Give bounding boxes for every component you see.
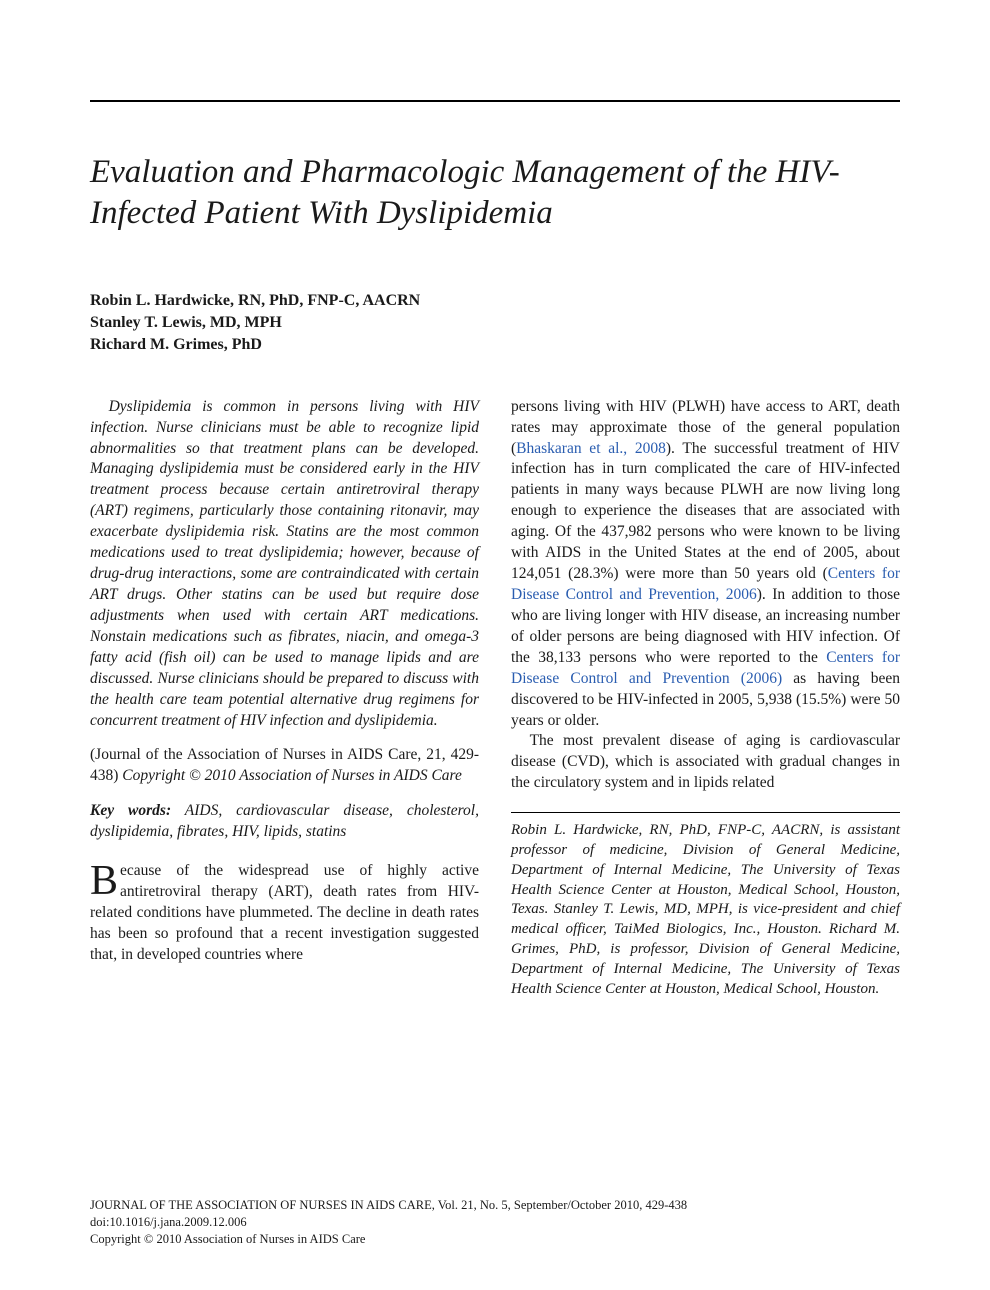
footer-journal-line: JOURNAL OF THE ASSOCIATION OF NURSES IN … bbox=[90, 1197, 900, 1214]
body-paragraph: Because of the widespread use of highly … bbox=[90, 861, 479, 966]
page-footer: JOURNAL OF THE ASSOCIATION OF NURSES IN … bbox=[90, 1197, 900, 1248]
body-text: ). The successful treatment of HIV infec… bbox=[511, 440, 900, 583]
article-title: Evaluation and Pharmacologic Management … bbox=[90, 152, 900, 235]
left-column: Dyslipidemia is common in persons living… bbox=[90, 397, 479, 1000]
author-bio: Robin L. Hardwicke, RN, PhD, FNP-C, AACR… bbox=[511, 812, 900, 999]
cite-suffix: Copyright © 2010 Association of Nurses i… bbox=[122, 767, 462, 784]
dropcap: B bbox=[90, 861, 120, 901]
author-line: Robin L. Hardwicke, RN, PhD, FNP-C, AACR… bbox=[90, 290, 900, 312]
body-paragraph: persons living with HIV (PLWH) have acce… bbox=[511, 397, 900, 732]
top-rule bbox=[90, 100, 900, 102]
footer-doi: doi:10.1016/j.jana.2009.12.006 bbox=[90, 1214, 900, 1231]
abstract: Dyslipidemia is common in persons living… bbox=[90, 397, 479, 732]
footer-copyright: Copyright © 2010 Association of Nurses i… bbox=[90, 1231, 900, 1248]
citation-link[interactable]: Bhaskaran et al., 2008 bbox=[516, 440, 666, 457]
two-column-layout: Dyslipidemia is common in persons living… bbox=[90, 397, 900, 1000]
journal-citation: (Journal of the Association of Nurses in… bbox=[90, 745, 479, 787]
keywords-label: Key words: bbox=[90, 802, 171, 819]
author-block: Robin L. Hardwicke, RN, PhD, FNP-C, AACR… bbox=[90, 290, 900, 357]
keywords: Key words: AIDS, cardiovascular disease,… bbox=[90, 801, 479, 843]
body-text: ecause of the widespread use of highly a… bbox=[90, 862, 479, 963]
right-column: persons living with HIV (PLWH) have acce… bbox=[511, 397, 900, 1000]
author-line: Richard M. Grimes, PhD bbox=[90, 334, 900, 356]
body-paragraph: The most prevalent disease of aging is c… bbox=[511, 731, 900, 794]
abstract-text: Dyslipidemia is common in persons living… bbox=[90, 397, 479, 732]
author-line: Stanley T. Lewis, MD, MPH bbox=[90, 312, 900, 334]
